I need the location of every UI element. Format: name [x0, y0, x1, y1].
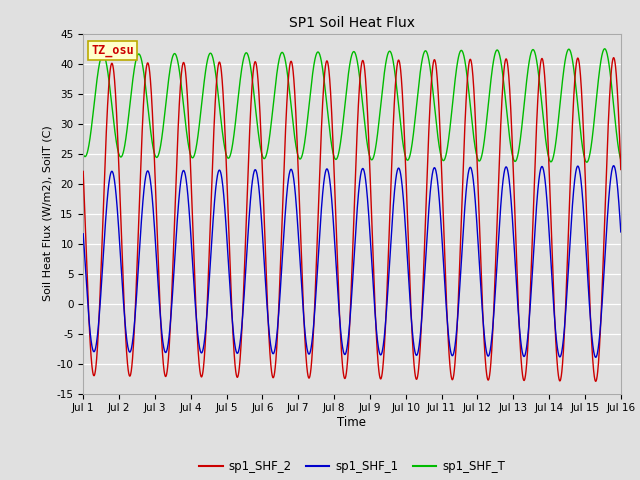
sp1_SHF_2 [141, 84, 148, 90]
sp1_SHF_T [548, 157, 556, 163]
Line: sp1_SHF_1: sp1_SHF_1 [83, 166, 621, 357]
sp1_SHF_1 [141, 182, 148, 188]
sp1_SHF_T [309, 71, 317, 76]
sp1_SHF_2 [592, 378, 600, 384]
sp1_SHF_2 [309, 344, 317, 349]
sp1_SHF_1 [548, 282, 556, 288]
sp1_SHF_2 [617, 167, 625, 172]
sp1_SHF_T [607, 74, 614, 80]
sp1_SHF_2 [610, 55, 618, 60]
sp1_SHF_1 [617, 229, 625, 235]
sp1_SHF_T [141, 75, 148, 81]
sp1_SHF_2 [607, 80, 614, 86]
X-axis label: Time: Time [337, 416, 367, 429]
sp1_SHF_T [173, 53, 180, 59]
sp1_SHF_1 [610, 163, 618, 168]
sp1_SHF_1 [309, 333, 317, 338]
sp1_SHF_T [617, 157, 625, 163]
Line: sp1_SHF_2: sp1_SHF_2 [83, 58, 621, 381]
sp1_SHF_1 [592, 354, 600, 360]
sp1_SHF_2 [173, 168, 180, 173]
sp1_SHF_2 [79, 168, 87, 174]
Legend: sp1_SHF_2, sp1_SHF_1, sp1_SHF_T: sp1_SHF_2, sp1_SHF_1, sp1_SHF_T [195, 456, 509, 478]
sp1_SHF_1 [79, 231, 87, 237]
sp1_SHF_T [583, 159, 591, 165]
sp1_SHF_T [285, 87, 293, 93]
Y-axis label: Soil Heat Flux (W/m2), SoilT (C): Soil Heat Flux (W/m2), SoilT (C) [42, 126, 52, 301]
sp1_SHF_1 [285, 170, 293, 176]
sp1_SHF_2 [548, 256, 556, 262]
Text: TZ_osu: TZ_osu [92, 44, 134, 58]
sp1_SHF_1 [173, 230, 180, 236]
sp1_SHF_1 [607, 178, 614, 183]
Line: sp1_SHF_T: sp1_SHF_T [83, 49, 621, 162]
sp1_SHF_T [79, 151, 87, 157]
sp1_SHF_2 [285, 66, 293, 72]
Title: SP1 Soil Heat Flux: SP1 Soil Heat Flux [289, 16, 415, 30]
sp1_SHF_T [601, 46, 609, 52]
